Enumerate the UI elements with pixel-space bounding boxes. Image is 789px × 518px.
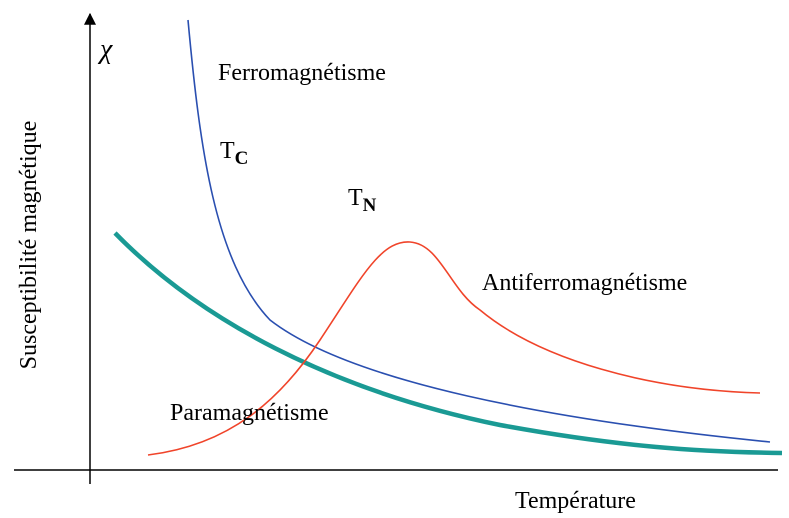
point-subscript: N — [363, 195, 377, 216]
paramagnetism-curve — [113, 231, 783, 456]
point-symbol: T — [220, 138, 235, 164]
curve-label: Paramagnétisme — [170, 400, 329, 426]
ferromagnetism-curve — [187, 19, 771, 443]
curve-label: Antiferromagnétisme — [482, 270, 687, 296]
x-axis-label: Température — [515, 488, 636, 514]
y-axis-label: Susceptibilité magnétique — [16, 121, 42, 370]
curve-label: Ferromagnétisme — [218, 60, 386, 86]
point-label: TC — [220, 138, 248, 169]
point-symbol: T — [348, 185, 363, 211]
y-symbol: χ — [97, 34, 113, 65]
point-subscript: C — [235, 148, 249, 169]
antiferromagnetism-curve — [147, 241, 761, 456]
point-label: TN — [348, 185, 377, 216]
